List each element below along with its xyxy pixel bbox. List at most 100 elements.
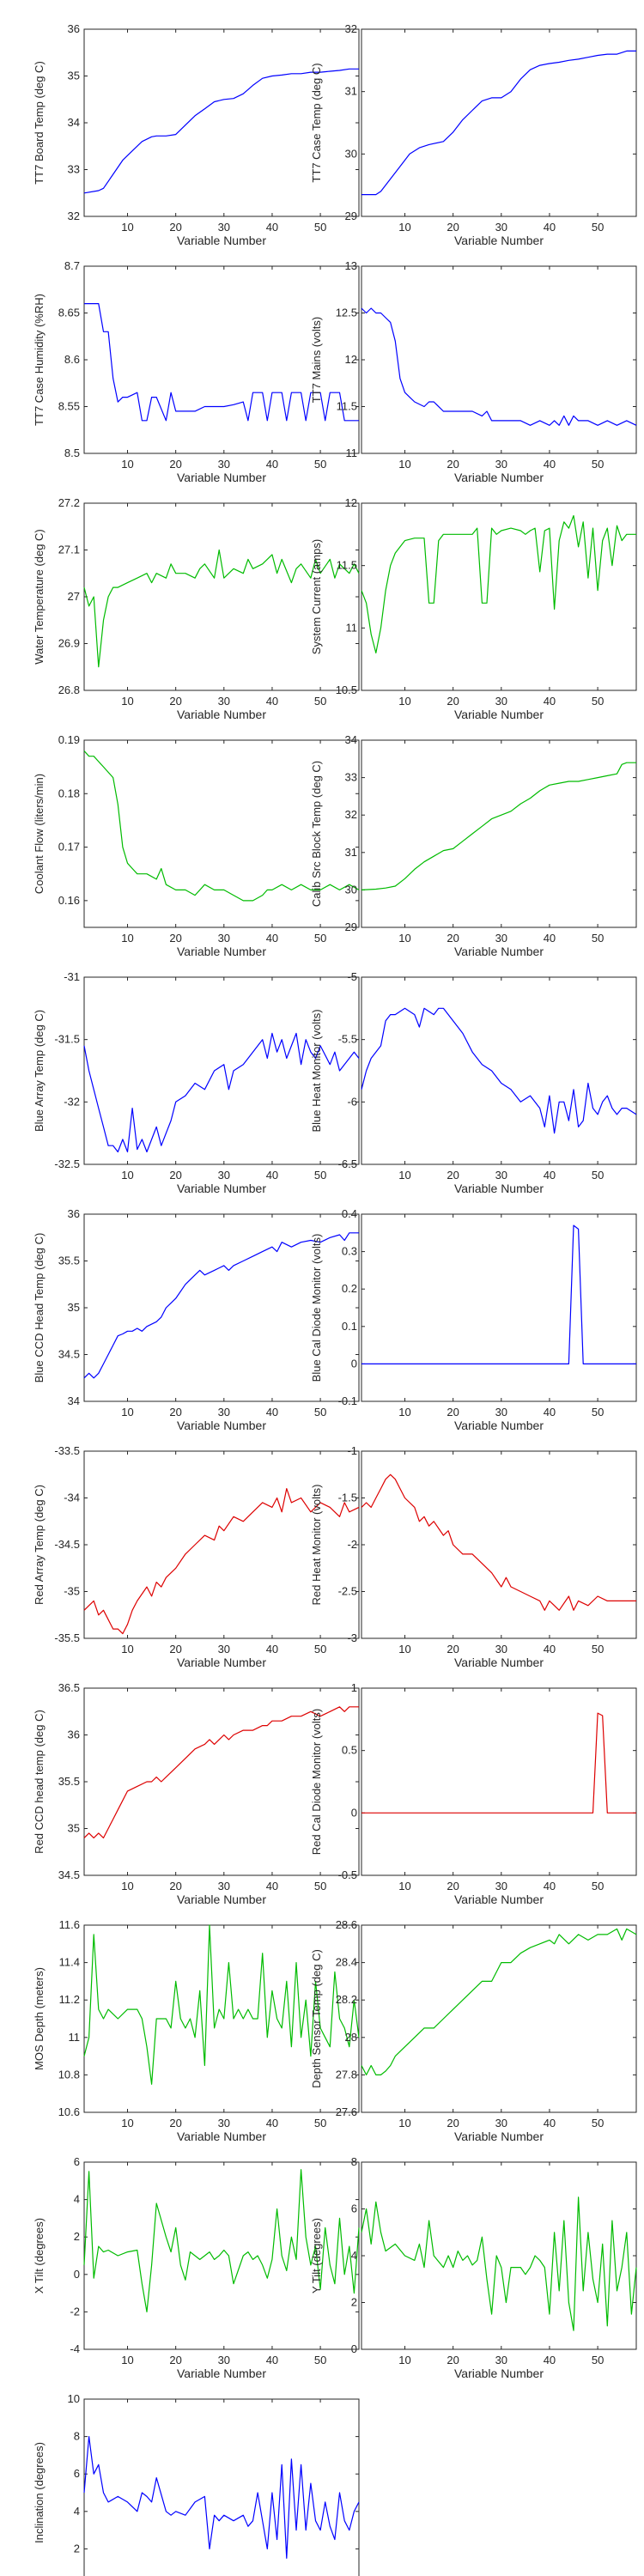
y-tick-label: 35.5 xyxy=(58,1775,80,1788)
y-tick-label: -3 xyxy=(347,1631,357,1644)
x-tick-label: 40 xyxy=(266,1169,278,1182)
x-tick-label: 50 xyxy=(314,695,326,708)
x-axis-label: Variable Number xyxy=(177,234,266,247)
x-tick-label: 30 xyxy=(495,1169,507,1182)
y-tick-label: -33.5 xyxy=(54,1444,80,1457)
series-line xyxy=(361,514,636,654)
series-line xyxy=(84,303,359,422)
x-tick-label: 40 xyxy=(544,1406,556,1419)
x-tick-label: 20 xyxy=(169,2354,181,2366)
x-tick-label: 40 xyxy=(544,221,556,234)
y-tick-label: 11 xyxy=(69,2031,81,2044)
x-tick-label: 50 xyxy=(592,1406,604,1419)
y-tick-label: 0.18 xyxy=(58,787,80,799)
x-axis-label: Variable Number xyxy=(454,708,544,721)
x-tick-label: 50 xyxy=(592,221,604,234)
plot-area xyxy=(83,502,360,691)
y-tick-label: 28.6 xyxy=(336,1918,357,1931)
y-tick-label: 10.5 xyxy=(336,683,357,696)
x-tick-label: 50 xyxy=(314,458,326,471)
x-tick-label: 30 xyxy=(218,221,230,234)
x-tick-label: 20 xyxy=(447,1880,459,1893)
x-tick-label: 10 xyxy=(398,221,410,234)
x-axis-label: Variable Number xyxy=(454,1656,544,1669)
chart-panel: 26.8 26.9 27 27.1 27.2 10 20 30 40 50 Variable Num… xyxy=(33,496,360,721)
plot-area xyxy=(361,502,637,691)
series-line xyxy=(361,762,636,890)
x-axis-label: Variable Number xyxy=(177,1893,266,1906)
x-tick-label: 20 xyxy=(447,1406,459,1419)
chart-panel: -3 -2.5 -2 -1.5 -1 10 20 30 40 50 Variable Number R… xyxy=(310,1444,637,1669)
x-tick-label: 10 xyxy=(121,1643,133,1656)
y-axis-label: X Tilt (degrees) xyxy=(33,2218,46,2293)
y-tick-label: 8 xyxy=(351,2155,357,2168)
y-tick-label: -32.5 xyxy=(54,1157,80,1170)
x-tick-label: 20 xyxy=(169,932,181,945)
y-tick-label: 11 xyxy=(346,621,358,634)
x-axis-label: Variable Number xyxy=(177,1419,266,1432)
y-tick-label: 12.5 xyxy=(336,307,357,319)
x-tick-label: 50 xyxy=(314,932,326,945)
y-tick-label: 26.9 xyxy=(58,637,80,650)
x-tick-label: 40 xyxy=(266,1880,278,1893)
y-tick-label: 28 xyxy=(345,2031,357,2044)
y-tick-label: 2 xyxy=(351,2296,357,2309)
x-tick-label: 50 xyxy=(314,2117,326,2129)
x-tick-label: 40 xyxy=(544,2117,556,2129)
y-tick-label: 8 xyxy=(74,2430,80,2443)
y-tick-label: 8.65 xyxy=(58,307,80,319)
y-tick-label: 12 xyxy=(345,496,357,509)
y-tick-label: 27.6 xyxy=(336,2105,357,2118)
y-tick-label: 30 xyxy=(345,147,357,160)
x-tick-label: 40 xyxy=(544,1169,556,1182)
x-tick-label: 30 xyxy=(218,1169,230,1182)
x-tick-label: 20 xyxy=(447,2354,459,2366)
series-line xyxy=(83,1924,360,2085)
y-tick-label: 35.5 xyxy=(58,1255,80,1267)
y-tick-label: -6.5 xyxy=(338,1157,357,1170)
y-tick-label: 4 xyxy=(351,2249,357,2262)
x-tick-label: 20 xyxy=(169,1643,181,1656)
x-axis-label: Variable Number xyxy=(177,2129,266,2143)
y-axis-label: TT7 Case Humidity (%RH) xyxy=(33,294,46,426)
x-tick-label: 40 xyxy=(544,1880,556,1893)
y-tick-label: -35 xyxy=(64,1585,80,1598)
y-tick-label: 4 xyxy=(74,2505,80,2518)
y-tick-label: -2 xyxy=(347,1538,357,1551)
y-tick-label: 34 xyxy=(68,116,80,129)
y-tick-label: 34 xyxy=(345,733,357,746)
y-tick-label: -32 xyxy=(64,1095,80,1108)
x-tick-label: 10 xyxy=(398,695,410,708)
x-tick-label: 10 xyxy=(121,2354,133,2366)
x-axis-label: Variable Number xyxy=(177,2366,266,2380)
x-tick-label: 10 xyxy=(121,458,133,471)
x-tick-label: 20 xyxy=(447,932,459,945)
series-line xyxy=(83,1487,360,1635)
y-axis-label: Depth Sensor Temp (deg C) xyxy=(310,1949,323,2088)
y-axis-label: Blue Heat Monitor (volts) xyxy=(310,1009,323,1132)
y-tick-label: 10 xyxy=(68,2392,80,2405)
y-tick-label: 0.5 xyxy=(342,1744,357,1757)
x-tick-label: 10 xyxy=(398,2354,410,2366)
y-tick-label: 36 xyxy=(68,1207,80,1220)
x-tick-label: 50 xyxy=(314,1880,326,1893)
plot-area xyxy=(83,265,360,454)
x-tick-label: 30 xyxy=(218,1406,230,1419)
chart-panel: -35.5 -35 -34.5 -34 -33.5 10 20 30 40 50 Variable … xyxy=(33,1444,360,1669)
x-tick-label: 30 xyxy=(495,458,507,471)
y-tick-label: 33 xyxy=(68,163,80,176)
x-tick-label: 30 xyxy=(495,221,507,234)
chart-panel: 02468101020304050Variable NumberInclinat… xyxy=(33,2392,360,2576)
x-tick-label: 30 xyxy=(495,1880,507,1893)
x-tick-label: 40 xyxy=(266,1643,278,1656)
y-tick-label: 27 xyxy=(68,590,80,603)
x-tick-label: 20 xyxy=(169,1406,181,1419)
y-axis-label: Blue Array Temp (deg C) xyxy=(33,1010,46,1132)
x-tick-label: 50 xyxy=(592,932,604,945)
y-tick-label: 30 xyxy=(345,883,357,896)
x-tick-label: 30 xyxy=(495,2117,507,2129)
y-tick-label: -0.1 xyxy=(338,1394,357,1407)
chart-panel: -32.5 -32 -31.5 -31 10 20 30 40 50 Variable Numbe… xyxy=(33,970,360,1195)
